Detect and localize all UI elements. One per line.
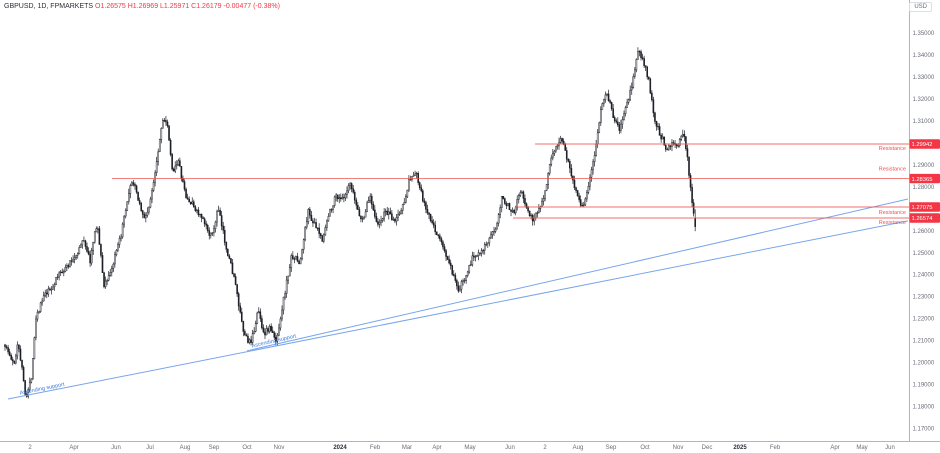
trendline-ascending-support-1[interactable] [7, 220, 909, 400]
price-badge [909, 173, 940, 184]
symbol-title-bar: GBPUSD, 1D, FPMARKETS O1.26575 H1.26969 … [4, 3, 280, 11]
resistance-label[interactable]: Resistance [879, 220, 906, 226]
price-axis-label: 1.24000 [913, 273, 935, 279]
price-axis-label: 1.22000 [913, 317, 935, 323]
time-axis-label: Jun [505, 445, 515, 451]
time-axis-label: Sep [209, 445, 220, 451]
trendline-ascending-support-2[interactable] [246, 198, 909, 352]
time-axis-label: Nov [673, 445, 684, 451]
time-axis-label: Dec [702, 445, 713, 451]
symbol-title[interactable]: GBPUSD, 1D, FPMARKETS [4, 3, 94, 10]
time-axis-label: Sep [606, 445, 617, 451]
price-badge-value: 1.28365 [912, 177, 933, 183]
price-badge [909, 202, 940, 212]
time-axis-label: Oct [242, 445, 252, 451]
time-axis-label: Jun [885, 445, 895, 451]
price-axis-label: 1.18000 [913, 405, 935, 411]
price-axis-label: 1.32000 [913, 97, 935, 103]
time-axis-label: Feb [370, 445, 381, 451]
time-axis-label: Apr [432, 445, 441, 451]
ohlc-values: O1.26575 H1.26969 L1.25971 C1.26179 [95, 3, 222, 10]
time-axis-label: Jun [111, 445, 121, 451]
time-axis-label: Apr [69, 445, 78, 451]
price-axis-label: 1.19000 [913, 383, 935, 389]
time-axis-label: Jul [146, 445, 154, 451]
time-axis-label: Aug [180, 445, 191, 451]
price-axis-label: 1.26000 [913, 229, 935, 235]
price-badge-value: 1.29942 [912, 142, 933, 148]
price-axis-label: 1.34000 [913, 53, 935, 59]
resistance-label[interactable]: Resistance [879, 210, 906, 216]
resistance-label[interactable]: Resistance [879, 146, 906, 152]
price-axis-label: 1.35000 [913, 31, 935, 37]
price-axis-label: 1.25000 [913, 251, 935, 257]
price-axis-label: 1.28000 [913, 185, 935, 191]
price-badge [909, 213, 940, 223]
time-axis-label: Oct [640, 445, 650, 451]
candlestick-series[interactable] [4, 47, 696, 399]
price-axis-label: 1.33000 [913, 75, 935, 81]
time-axis-label: Apr [830, 445, 839, 451]
price-axis[interactable]: 1.35000 1.34000 1.33000 1.32000 1.31000 1.290… [913, 31, 935, 432]
change-value: -0.00477 (-0.38%) [223, 3, 280, 10]
time-axis-label: Aug [573, 445, 584, 451]
price-badge [909, 139, 940, 149]
price-axis-label: 1.20000 [913, 361, 935, 367]
time-axis-year-label: 2024 [333, 445, 347, 451]
resistance-label[interactable]: Resistance [879, 167, 906, 173]
time-axis-label: 2 [28, 445, 32, 451]
price-axis-label: 1.23000 [913, 295, 935, 301]
time-axis-label: Feb [770, 445, 781, 451]
time-axis-label: Mar [402, 445, 412, 451]
price-axis-label: 1.31000 [913, 119, 935, 125]
price-axis-label: 1.29000 [913, 163, 935, 169]
price-axis-label: 1.21000 [913, 339, 935, 345]
price-badge-value: 1.26574 [912, 216, 934, 222]
time-axis-year-label: 2025 [733, 445, 747, 451]
currency-label[interactable]: USD [909, 2, 932, 12]
time-axis-label: Nov [274, 445, 285, 451]
price-badge-value: 1.27075 [912, 205, 933, 211]
time-axis-label: May [464, 445, 475, 451]
time-axis-label: 2 [543, 445, 547, 451]
price-axis-label: 1.17000 [913, 427, 935, 433]
time-axis-label: May [856, 445, 867, 451]
time-axis[interactable]: 2 Apr Jun Jul Aug Sep Oct Nov 2024 Feb Mar Apr May Ju… [28, 445, 895, 451]
